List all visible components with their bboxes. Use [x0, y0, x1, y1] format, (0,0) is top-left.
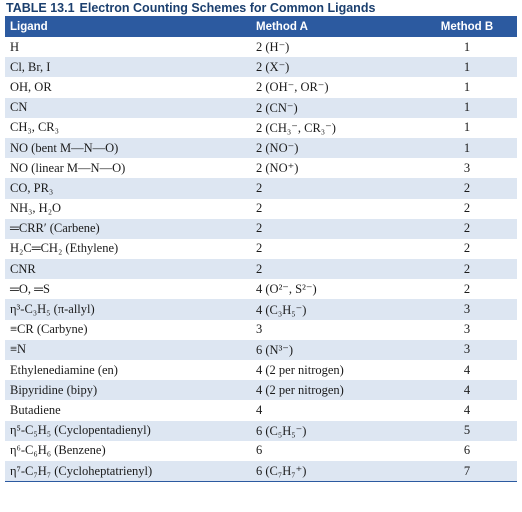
- table-row: CNR 2 2: [5, 259, 517, 280]
- method-b-cell: 2: [463, 281, 471, 296]
- method-a-cell: 2 (CN⁻): [256, 100, 298, 115]
- method-a-cell: 2: [256, 261, 263, 276]
- method-b-cell: 1: [463, 59, 471, 74]
- table-row: H 2 (H⁻) 1: [5, 37, 517, 58]
- method-a-cell: 2 (NO⁻): [256, 141, 299, 156]
- header-method-a: Method A: [256, 20, 308, 33]
- table-row: ═O, ═S 4 (O²⁻, S²⁻) 2: [5, 279, 517, 300]
- ligand-cell: CH₃, CR₃: [10, 120, 60, 135]
- method-b-cell: 1: [463, 140, 471, 155]
- method-a-cell: 4 (2 per nitrogen): [256, 362, 344, 377]
- table-row: Cl, Br, I 2 (X⁻) 1: [5, 57, 517, 78]
- ligand-cell: ≡CR (Carbyne): [10, 322, 88, 337]
- method-a-cell: 2 (H⁻): [256, 40, 290, 55]
- ligand-cell: Cl, Br, I: [10, 59, 51, 74]
- method-b-cell: 4: [463, 402, 471, 417]
- method-a-cell: 2 (NO⁺): [256, 161, 299, 176]
- method-a-cell: 6 (C₇H₇⁺): [251, 460, 417, 483]
- ligand-cell: η³-C₃H₅ (π-allyl): [10, 302, 95, 317]
- ligand-cell: ≡N: [10, 342, 27, 357]
- table-number: TABLE 13.1: [6, 1, 75, 15]
- header-method-b: Method B: [440, 20, 494, 33]
- table-caption: TABLE 13.1 Electron Counting Schemes for …: [5, 0, 517, 16]
- table-row: η⁵-C₅H₅ (Cyclopentadienyl) 6 (C₅H₅⁻) 5: [5, 420, 517, 441]
- table-body: H 2 (H⁻) 1 Cl, Br, I 2 (X⁻) 1 OH, OR 2 (OH⁻, OR…: [5, 37, 517, 483]
- ligand-cell: NO (linear M—N—O): [10, 160, 126, 175]
- method-a-cell: 3: [256, 322, 263, 337]
- method-a-cell: 2 (OH⁻, OR⁻): [256, 80, 329, 95]
- ligand-table-container: TABLE 13.1 Electron Counting Schemes for …: [5, 0, 517, 483]
- table-row: η⁶-C₆H₆ (Benzene) 6 6: [5, 440, 517, 461]
- ligand-cell: Ethylenediamine (en): [10, 362, 118, 377]
- ligand-cell: η⁷-C₇H₇ (Cycloheptatrienyl): [5, 460, 251, 483]
- ligand-cell: NH₃, H₂O: [10, 201, 62, 216]
- ligand-cell: ═CRR′ (Carbene): [10, 221, 100, 236]
- method-a-cell: 4 (C₃H₅⁻): [256, 302, 307, 317]
- table-row: Bipyridine (bipy) 4 (2 per nitrogen) 4: [5, 380, 517, 401]
- method-a-cell: 2: [256, 221, 263, 236]
- table-row: NO (bent M—N—O) 2 (NO⁻) 1: [5, 137, 517, 159]
- table-row: CN 2 (CN⁻) 1: [5, 97, 517, 118]
- table-row: ═CRR′ (Carbene) 2 2: [5, 218, 517, 239]
- ligand-cell: η⁵-C₅H₅ (Cyclopentadienyl): [10, 423, 151, 438]
- method-b-cell: 2: [463, 180, 471, 195]
- ligand-cell: CN: [10, 100, 28, 115]
- method-b-cell: 4: [463, 382, 471, 397]
- method-a-cell: 2: [256, 241, 263, 256]
- table-row: Ethylenediamine (en) 4 (2 per nitrogen) 4: [5, 360, 517, 381]
- method-b-cell: 1: [463, 100, 471, 115]
- ligand-cell: CO, PR₃: [10, 180, 54, 195]
- ligand-cell: η⁶-C₆H₆ (Benzene): [10, 443, 106, 458]
- method-a-cell: 4 (2 per nitrogen): [256, 382, 344, 397]
- ligand-cell: CNR: [10, 261, 36, 276]
- table-row: NO (linear M—N—O) 2 (NO⁺) 3: [5, 158, 517, 179]
- method-a-cell: 2 (X⁻): [256, 60, 290, 75]
- table-row: η⁷-C₇H₇ (Cycloheptatrienyl) 6 (C₇H₇⁺) 7: [5, 460, 517, 483]
- method-b-cell: 2: [463, 201, 471, 216]
- method-b-cell: 1: [463, 39, 471, 54]
- ligand-cell: ═O, ═S: [10, 281, 50, 296]
- table-title: Electron Counting Schemes for Common Lig…: [79, 1, 376, 15]
- method-b-cell: 3: [463, 302, 471, 317]
- ligand-cell: NO (bent M—N—O): [10, 140, 119, 155]
- ligand-cell: H₂C═CH₂ (Ethylene): [10, 241, 119, 256]
- table-row: CH₃, CR₃ 2 (CH₃⁻, CR₃⁻) 1: [5, 117, 517, 138]
- table-row: η³-C₃H₅ (π-allyl) 4 (C₃H₅⁻) 3: [5, 299, 517, 320]
- method-b-cell: 3: [463, 160, 471, 175]
- method-b-cell: 6: [463, 443, 471, 458]
- method-b-cell: 2: [463, 261, 471, 276]
- method-b-cell: 3: [463, 322, 471, 337]
- method-b-cell: 5: [463, 423, 471, 438]
- method-a-cell: 2 (CH₃⁻, CR₃⁻): [256, 120, 336, 135]
- table-row: ≡CR (Carbyne) 3 3: [5, 319, 517, 340]
- method-a-cell: 6: [256, 443, 263, 458]
- method-a-cell: 2: [256, 180, 263, 195]
- method-b-cell: 2: [463, 221, 471, 236]
- method-a-cell: 4: [256, 402, 263, 417]
- header-ligand: Ligand: [10, 20, 48, 33]
- table-row: Butadiene 4 4: [5, 400, 517, 421]
- table-row: ≡N 6 (N³⁻) 3: [5, 339, 517, 360]
- method-b-cell: 3: [463, 342, 471, 357]
- table-row: NH₃, H₂O 2 2: [5, 198, 517, 219]
- method-b-cell: 1: [463, 120, 471, 135]
- method-a-cell: 6 (N³⁻): [256, 342, 294, 357]
- table-row: OH, OR 2 (OH⁻, OR⁻) 1: [5, 77, 517, 98]
- ligand-cell: Bipyridine (bipy): [10, 382, 98, 397]
- ligand-cell: Butadiene: [10, 402, 61, 417]
- method-a-cell: 4 (O²⁻, S²⁻): [256, 282, 317, 297]
- method-b-cell: 2: [463, 241, 471, 256]
- method-a-cell: 6 (C₅H₅⁻): [256, 423, 307, 438]
- ligand-cell: OH, OR: [10, 79, 52, 94]
- ligand-cell: H: [10, 39, 20, 54]
- method-b-cell: 4: [463, 362, 471, 377]
- method-a-cell: 2: [256, 201, 263, 216]
- method-b-cell: 7: [417, 460, 517, 483]
- header-row: Ligand Method A Method B: [5, 16, 517, 37]
- table-row: H₂C═CH₂ (Ethylene) 2 2: [5, 238, 517, 260]
- table-row: CO, PR₃ 2 2: [5, 178, 517, 199]
- method-b-cell: 1: [463, 79, 471, 94]
